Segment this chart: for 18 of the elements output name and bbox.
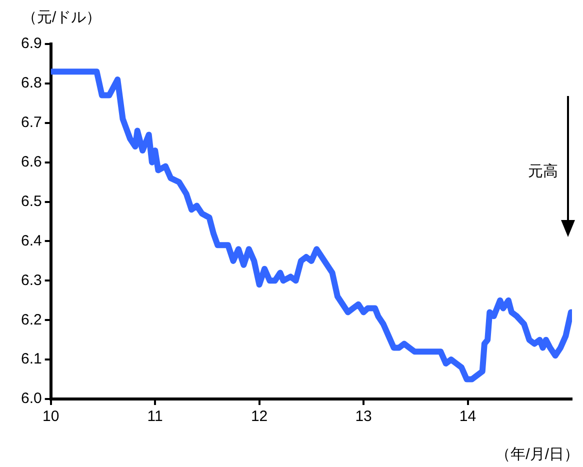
y-tick-label: 6.4	[20, 232, 42, 250]
x-tick-label: 10	[42, 408, 60, 426]
x-tick-label: 11	[147, 408, 163, 426]
y-tick-label: 6.1	[20, 350, 42, 368]
x-tick-label: 13	[355, 408, 372, 426]
y-tick-label: 6.5	[20, 192, 42, 210]
y-tick-label: 6.3	[20, 272, 42, 289]
y-tick-label: 6.7	[20, 114, 42, 132]
annotation: 元高	[528, 162, 558, 181]
y-axis-title: （元/ドル）	[22, 8, 102, 27]
y-tick-label: 6.0	[20, 390, 42, 408]
x-tick-label: 12	[250, 408, 268, 426]
y-tick-label: 6.9	[20, 35, 42, 52]
x-tick-label: 14	[459, 408, 476, 426]
x-axis-title: （年/月/日）	[496, 445, 579, 464]
y-tick-label: 6.8	[20, 74, 42, 92]
y-tick-label: 6.6	[20, 153, 42, 170]
y-tick-label: 6.2	[20, 311, 42, 328]
